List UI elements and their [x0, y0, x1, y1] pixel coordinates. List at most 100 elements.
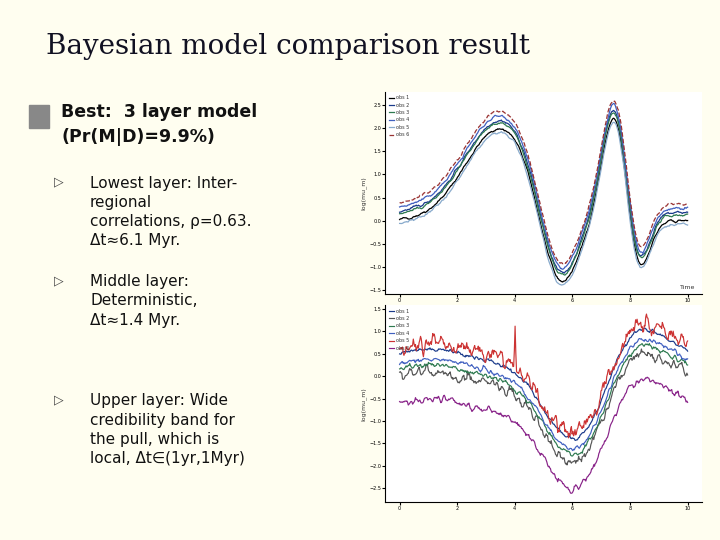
obs 1 [606, 122, 614, 129]
Line: obs 5: obs 5 [400, 314, 688, 438]
obs 1 [683, 217, 692, 224]
obs 1 [430, 347, 438, 353]
obs 2 [609, 107, 618, 113]
obs 2 [683, 372, 692, 378]
obs 1 [604, 127, 613, 133]
obs 2 [489, 377, 498, 384]
obs 5 [577, 424, 586, 430]
obs 6 [567, 490, 576, 496]
obs 1 [604, 380, 613, 387]
obs 1 [395, 350, 404, 357]
obs 2 [489, 119, 498, 126]
obs 2 [509, 390, 518, 397]
obs 4 [604, 114, 613, 120]
obs 5 [564, 435, 573, 441]
obs 3 [577, 449, 586, 456]
obs 1 [609, 115, 618, 122]
obs 6 [577, 480, 586, 487]
Legend: obs 1, obs 2, obs 3, obs 4, obs 5, obs 6: obs 1, obs 2, obs 3, obs 4, obs 5, obs 6 [387, 308, 410, 352]
Text: (Pr(M|D)=9.9%): (Pr(M|D)=9.9%) [61, 127, 215, 146]
obs 4 [489, 372, 498, 378]
obs 1 [509, 369, 518, 376]
obs 4 [683, 204, 692, 211]
obs 5 [606, 126, 614, 132]
obs 1 [572, 437, 580, 444]
obs 5 [489, 351, 498, 357]
Text: ▷: ▷ [54, 393, 63, 407]
obs 4 [577, 442, 586, 448]
obs 3 [604, 120, 613, 127]
obs 5 [509, 137, 518, 144]
obs 6 [509, 118, 518, 124]
obs 5 [395, 220, 404, 227]
obs 4 [610, 100, 618, 107]
obs 1 [683, 348, 692, 354]
Line: obs 1: obs 1 [400, 118, 688, 282]
obs 2 [637, 346, 646, 352]
obs 5 [642, 311, 651, 318]
obs 6 [559, 260, 567, 267]
Line: obs 6: obs 6 [400, 377, 688, 493]
obs 4 [509, 377, 518, 383]
obs 4 [489, 114, 498, 120]
Text: Middle layer:
Deterministic,
Δt≈1.4 Myr.: Middle layer: Deterministic, Δt≈1.4 Myr. [90, 274, 197, 328]
obs 6 [577, 227, 586, 234]
obs 1 [489, 129, 498, 135]
obs 3 [509, 386, 518, 393]
obs 6 [606, 425, 614, 431]
obs 4 [577, 230, 586, 237]
obs 1 [559, 279, 567, 285]
Text: ▷: ▷ [54, 176, 63, 189]
obs 6 [683, 399, 692, 406]
obs 1 [577, 244, 586, 251]
obs 4 [569, 447, 577, 454]
obs 4 [558, 266, 567, 273]
obs 5 [604, 367, 613, 373]
obs 5 [609, 119, 618, 126]
obs 3 [489, 375, 498, 382]
Text: Lowest layer: Inter-
regional
correlations, ρ=0.63.
Δt≈6.1 Myr.: Lowest layer: Inter- regional correlatio… [90, 176, 251, 248]
obs 5 [557, 282, 566, 288]
Line: obs 5: obs 5 [400, 123, 688, 285]
obs 4 [395, 361, 404, 368]
obs 2 [577, 235, 586, 241]
obs 2 [395, 369, 404, 375]
Line: obs 1: obs 1 [400, 328, 688, 441]
obs 2 [606, 400, 614, 407]
obs 6 [509, 418, 518, 425]
obs 4 [635, 335, 644, 342]
Bar [29, 105, 48, 127]
obs 3 [509, 128, 518, 134]
Line: obs 4: obs 4 [400, 104, 688, 269]
obs 3 [683, 362, 692, 368]
obs 3 [606, 116, 614, 122]
obs 6 [609, 98, 618, 104]
obs 1 [606, 376, 614, 383]
obs 2 [606, 113, 614, 119]
obs 3 [683, 211, 692, 218]
Line: obs 3: obs 3 [400, 343, 688, 456]
Line: obs 4: obs 4 [400, 339, 688, 450]
obs 6 [489, 408, 498, 415]
obs 2 [563, 462, 572, 468]
obs 5 [489, 130, 498, 137]
obs 2 [430, 372, 438, 379]
obs 5 [577, 247, 586, 254]
obs 2 [560, 270, 569, 276]
Text: ▷: ▷ [54, 274, 63, 287]
obs 2 [577, 458, 586, 465]
obs 4 [606, 109, 614, 115]
Text: Bayesian model comparison result: Bayesian model comparison result [46, 33, 530, 60]
Line: obs 6: obs 6 [400, 101, 688, 264]
obs 5 [683, 222, 692, 228]
obs 3 [430, 195, 438, 202]
obs 1 [489, 359, 498, 366]
obs 6 [643, 374, 652, 380]
obs 4 [606, 385, 614, 392]
Legend: obs 1, obs 2, obs 3, obs 4, obs 5, obs 6: obs 1, obs 2, obs 3, obs 4, obs 5, obs 6 [387, 94, 410, 138]
obs 5 [604, 131, 613, 137]
obs 6 [395, 399, 404, 405]
Y-axis label: log(mu_m): log(mu_m) [361, 176, 366, 210]
obs 6 [606, 103, 614, 110]
obs 3 [645, 340, 654, 347]
